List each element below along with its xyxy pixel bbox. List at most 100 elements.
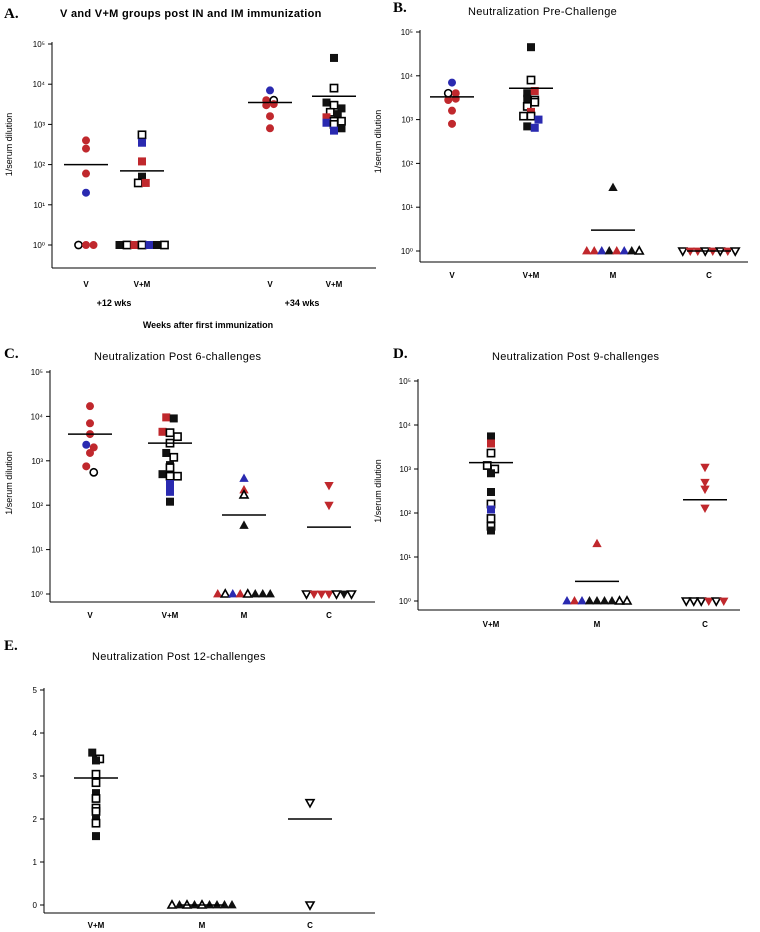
x-category-label: C <box>702 620 708 629</box>
data-point <box>316 590 327 600</box>
y-tick-label: 0 <box>33 901 38 910</box>
data-point <box>619 245 629 255</box>
y-tick-label: 5 <box>33 686 38 695</box>
y-tick-label: 10³ <box>401 116 413 125</box>
data-point <box>486 526 495 535</box>
data-point <box>346 590 357 600</box>
y-tick-label: 10⁰ <box>399 597 411 606</box>
data-point <box>608 182 618 192</box>
y-tick-label: 10⁵ <box>401 28 413 37</box>
data-point <box>137 240 147 250</box>
data-point <box>173 471 182 481</box>
data-point <box>86 448 95 457</box>
data-point <box>269 100 278 109</box>
data-point <box>447 78 456 87</box>
panel-b-letter: B. <box>393 0 407 16</box>
y-axis-label: 1/serum dilution <box>373 459 383 523</box>
data-point <box>569 595 580 605</box>
data-point <box>238 489 250 499</box>
data-point <box>597 245 607 255</box>
panel-a-title: V and V+M groups post IN and IM immuniza… <box>60 8 322 20</box>
data-point <box>700 485 710 495</box>
data-point <box>137 157 146 166</box>
data-point <box>530 97 540 107</box>
x-category-label: V <box>267 280 273 289</box>
data-point <box>309 590 319 600</box>
data-point <box>577 595 587 605</box>
y-tick-label: 10³ <box>31 457 43 466</box>
data-point <box>173 432 182 442</box>
y-tick-label: 4 <box>33 729 38 738</box>
data-point <box>324 481 334 491</box>
data-point <box>165 428 175 438</box>
panel-a-letter: A. <box>4 6 19 22</box>
data-point <box>621 595 633 605</box>
panel-1-plot: 10⁰ 10¹ 10² 10³ 10⁴ 10⁵ 1/serum dilution V V+M V V… <box>4 40 376 330</box>
data-point <box>443 88 453 98</box>
data-point <box>614 595 625 605</box>
data-point <box>250 588 260 598</box>
x-category-label: C <box>307 921 313 930</box>
data-point <box>523 94 532 103</box>
data-point <box>700 463 710 473</box>
data-point <box>519 111 528 121</box>
data-point <box>92 832 101 841</box>
panel-e-title: Neutralization Post 12-challenges <box>92 651 266 663</box>
y-tick-label: 10⁴ <box>31 412 44 421</box>
y-tick-label: 10⁰ <box>31 590 43 599</box>
y-tick-label: 2 <box>33 815 38 824</box>
data-point <box>304 901 316 911</box>
y-tick-label: 10¹ <box>399 553 411 562</box>
data-point <box>165 497 174 506</box>
data-point <box>235 588 245 598</box>
data-point <box>258 588 268 598</box>
data-point <box>165 471 175 481</box>
data-point <box>115 240 124 249</box>
data-point <box>219 588 231 598</box>
data-point <box>74 240 83 250</box>
data-point <box>333 110 342 119</box>
group-label-34wks: +34 wks <box>285 298 320 308</box>
data-point <box>265 588 275 598</box>
data-point <box>729 247 741 257</box>
data-point <box>82 440 91 449</box>
data-point <box>82 240 91 249</box>
data-point <box>607 595 617 605</box>
data-point <box>486 432 495 441</box>
data-point <box>169 452 179 462</box>
x-category-label: C <box>706 271 712 280</box>
data-point <box>145 240 154 249</box>
data-point <box>169 414 178 423</box>
y-tick-label: 10⁰ <box>401 247 413 256</box>
data-point <box>447 119 456 128</box>
data-point <box>337 116 346 126</box>
data-point <box>304 798 316 809</box>
data-point <box>122 240 132 250</box>
data-point <box>265 86 274 95</box>
data-point <box>92 756 101 765</box>
x-category-label: V <box>87 611 93 620</box>
data-point <box>719 597 729 607</box>
data-point <box>486 469 495 478</box>
y-tick-label: 1 <box>33 858 38 867</box>
y-tick-label: 10² <box>33 161 45 170</box>
data-point <box>265 124 274 133</box>
panel-d-title: Neutralization Post 9-challenges <box>492 351 660 363</box>
data-point <box>82 136 91 145</box>
data-point <box>680 597 692 607</box>
y-tick-label: 10¹ <box>31 546 43 555</box>
data-point <box>160 240 169 250</box>
data-point <box>526 111 536 121</box>
x-category-label: V+M <box>162 611 179 620</box>
data-point <box>592 595 602 605</box>
y-tick-label: 10⁵ <box>33 40 45 49</box>
data-point <box>86 402 95 411</box>
data-point <box>91 807 101 816</box>
x-category-label: M <box>199 921 206 930</box>
panel-c-title: Neutralization Post 6-challenges <box>94 351 262 363</box>
y-tick-label: 10¹ <box>401 203 413 212</box>
y-tick-label: 10⁰ <box>33 241 45 250</box>
data-point <box>447 106 456 115</box>
data-point <box>88 748 97 757</box>
data-point <box>265 112 274 121</box>
